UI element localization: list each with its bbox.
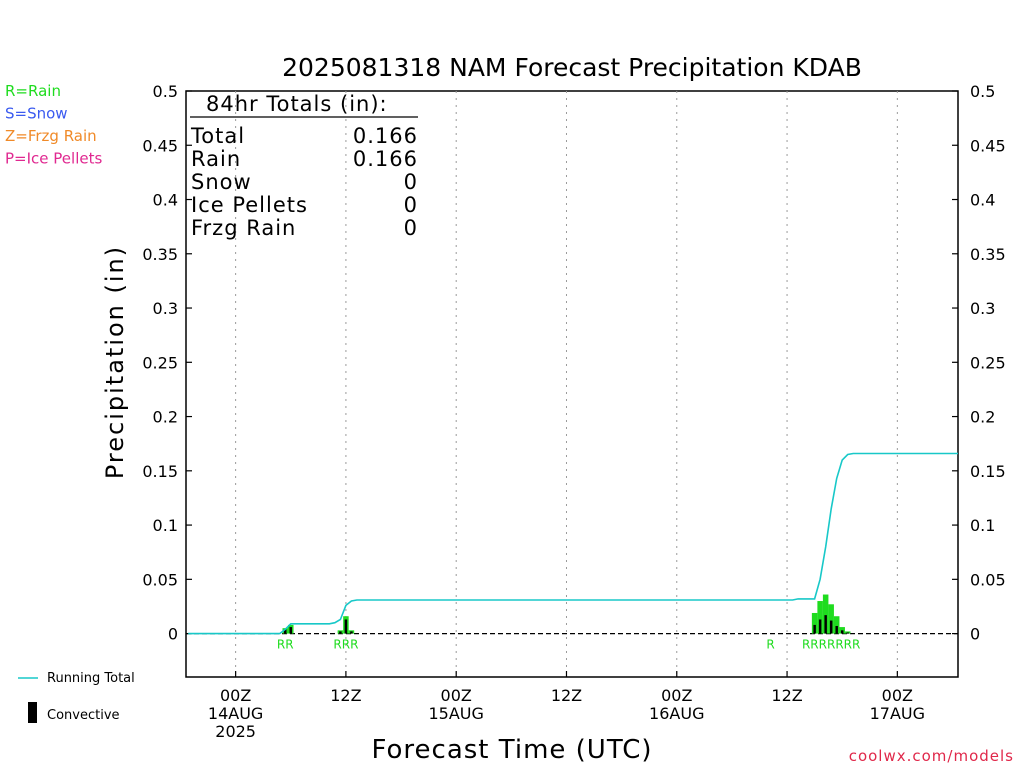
x-tick-label: 15AUG [428, 704, 483, 723]
precip-bar [828, 604, 834, 634]
totals-box: 84hr Totals (in): Total 0.166 Rain 0.166 Sno… [190, 92, 418, 240]
precip-type-labels: RR RRR R RRRRRRR [277, 638, 860, 652]
running-total-legend-label: Running Total [47, 671, 135, 686]
precip-bar [833, 616, 840, 634]
y-axis-label: Precipitation (in) [101, 245, 129, 479]
y-tick-label-left: 0.05 [142, 570, 178, 589]
convective-bar [840, 630, 844, 634]
type-legend-item: P=Ice Pellets [5, 150, 102, 168]
x-tick-label: 00Z [220, 686, 251, 705]
y-tick-label-right: 0.3 [970, 299, 995, 318]
x-tick-label: 00Z [441, 686, 472, 705]
convective-bar [284, 629, 287, 634]
y-tick-label-left: 0.1 [153, 516, 178, 535]
convective-legend-label: Convective [47, 708, 120, 723]
precip-type-label: RR [277, 638, 294, 652]
x-tick-label: 12Z [771, 686, 802, 705]
precip-type-label: R [766, 638, 774, 652]
precip-bars [282, 594, 851, 634]
y-tick-label-left: 0.2 [153, 408, 178, 427]
y-axis-ticks: 0 00.05 0.050.1 0.10.15 0.150.2 0.20.25 0.250.… [142, 82, 1005, 644]
y-tick-label-right: 0.25 [970, 353, 1006, 372]
convective-bar [846, 632, 849, 634]
y-tick-label-left: 0 [168, 625, 178, 644]
totals-row-label: Total [190, 124, 245, 148]
x-tick-label: 14AUG [208, 704, 263, 723]
type-legend-item: S=Snow [5, 105, 68, 123]
running-total-line [188, 452, 958, 635]
totals-row-label: Ice Pellets [191, 193, 308, 217]
totals-row-value: 0 [404, 193, 418, 217]
precip-bar [811, 612, 818, 634]
x-tick-label: 00Z [882, 686, 913, 705]
convective-bar [829, 620, 833, 634]
y-tick-label-left: 0.25 [142, 353, 178, 372]
series-legend: Running Total Convective [18, 671, 135, 723]
convective-bar [824, 615, 827, 634]
totals-row-label: Frzg Rain [191, 216, 296, 240]
precip-bar [822, 594, 829, 634]
plot-frame [185, 90, 959, 678]
y-tick-label-right: 0.5 [970, 82, 995, 101]
convective-bar [350, 631, 353, 634]
y-tick-label-left: 0.3 [153, 299, 178, 318]
precip-type-label: RRR [333, 638, 358, 652]
totals-heading: 84hr Totals (in): [206, 92, 388, 116]
chart-title: 2025081318 NAM Forecast Precipitation KD… [282, 53, 862, 82]
y-tick-label-right: 0.35 [970, 245, 1006, 264]
convective-legend-swatch [28, 702, 37, 723]
totals-row-value: 0 [404, 216, 418, 240]
y-tick-label-right: 0.2 [970, 408, 995, 427]
credit-text: coolwx.com/models [849, 747, 1014, 765]
y-tick-label-left: 0.4 [153, 191, 178, 210]
x-axis-label: Forecast Time (UTC) [371, 735, 652, 765]
totals-row-value: 0.166 [353, 124, 418, 148]
x-tick-label: 12Z [330, 686, 361, 705]
x-tick-label: 2025 [215, 722, 256, 741]
x-tick-label: 16AUG [649, 704, 704, 723]
precip-bar [817, 601, 823, 634]
precip-type-label: RRRRRRR [802, 638, 860, 652]
x-tick-label: 12Z [551, 686, 582, 705]
totals-row-label: Snow [191, 170, 252, 194]
totals-row-value: 0.166 [353, 147, 418, 171]
convective-bar [835, 625, 838, 634]
convective-bar [818, 619, 822, 634]
x-tick-label: 00Z [661, 686, 692, 705]
grid-lines [235, 91, 898, 677]
totals-row-value: 0 [404, 170, 418, 194]
y-tick-label-right: 0.45 [970, 136, 1006, 155]
y-tick-label-left: 0.5 [153, 82, 178, 101]
y-tick-label-left: 0.45 [142, 136, 178, 155]
y-tick-label-right: 0.1 [970, 516, 995, 535]
y-tick-label-right: 0.15 [970, 462, 1006, 481]
y-tick-label-right: 0 [970, 625, 980, 644]
precip-type-legend: R=Rain S=Snow Z=Frzg Rain P=Ice Pellets [5, 82, 102, 168]
x-tick-label: 17AUG [870, 704, 925, 723]
y-tick-label-left: 0.35 [142, 245, 178, 264]
convective-bar [813, 624, 816, 634]
convective-bar [339, 631, 342, 634]
convective-bar [344, 619, 348, 634]
totals-row-label: Rain [191, 147, 241, 171]
type-legend-item: Z=Frzg Rain [5, 127, 97, 145]
y-tick-label-right: 0.05 [970, 570, 1006, 589]
y-tick-label-left: 0.15 [142, 462, 178, 481]
y-tick-label-right: 0.4 [970, 191, 995, 210]
convective-bar [289, 627, 293, 634]
type-legend-item: R=Rain [5, 82, 61, 100]
